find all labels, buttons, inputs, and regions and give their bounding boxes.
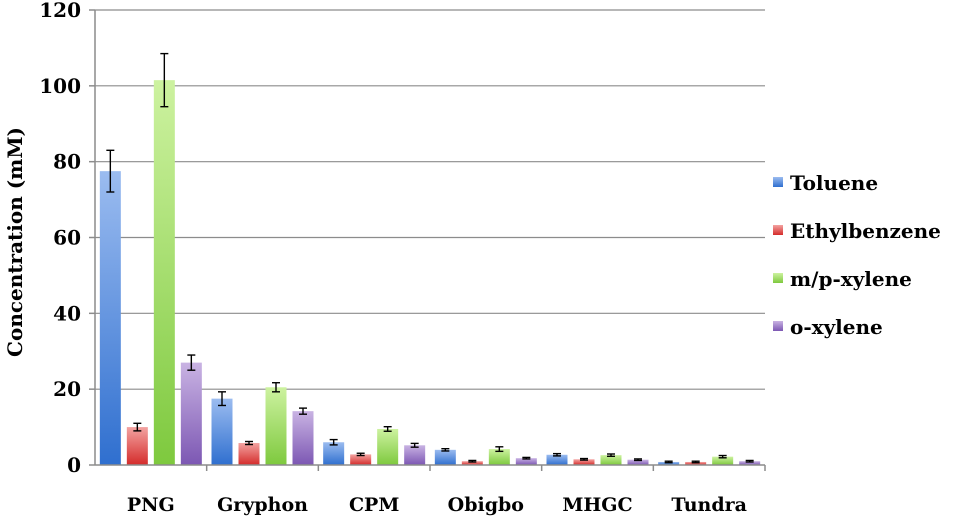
x-tick-label: CPM [349,494,399,516]
error-bar [745,459,754,463]
y-axis-label: Concentration (mM) [3,127,27,357]
error-bar [272,382,280,393]
bar-ethylbenzene-png [126,427,148,465]
x-tick-label: MHGC [562,494,632,516]
y-tick-label: 120 [39,0,81,22]
error-bar [441,447,450,452]
axes: 0 20 40 60 80 100 120 PNG Gryphon CPM Obigbo MHGC Tu… [39,0,766,516]
legend-swatch [773,177,783,187]
legend-item: m/p-xylene [773,267,912,291]
y-tick-label: 80 [53,150,81,174]
error-bar [522,456,531,460]
error-bar [607,453,615,457]
bar-ethylbenzene-gryphon [238,443,260,465]
bar-ethylbenzene-cpm [350,454,372,465]
error-bar [245,440,253,446]
bar-o-xylene-gryphon [292,411,314,465]
error-bar [218,391,226,407]
bar-ethylbenzene-obigbo [461,461,483,465]
error-bar [718,454,727,459]
error-bar [329,438,338,446]
error-bar [187,354,196,371]
bar-o-xylene-png [180,362,202,465]
legend-swatch [773,225,783,235]
legend-label: Toluene [790,171,878,195]
bar-o-xylene-cpm [404,445,426,465]
gridlines [95,9,765,390]
legend-label: m/p-xylene [790,267,912,291]
error-bar [383,426,392,432]
bar-ethylbenzene-mhgc [573,459,595,465]
legend-label: Ethylbenzene [790,219,941,243]
y-tick-label: 60 [53,226,81,250]
x-tick-label: PNG [127,494,175,516]
error-bar [299,407,307,415]
error-bar [664,460,673,464]
y-tick-label: 20 [53,377,81,401]
error-bar [553,452,561,457]
bar-ethylbenzene-tundra [685,461,707,465]
bar-m-p-xylene-png [153,80,175,465]
legend-item: o-xylene [773,315,883,339]
bar-toluene-obigbo [434,449,456,465]
error-bar [106,149,115,193]
y-tick-label: 40 [53,301,81,325]
legend-item: Toluene [773,171,878,195]
legend-swatch [773,321,783,331]
bar-toluene-gryphon [211,398,233,465]
error-bars [106,52,754,464]
bar-m-p-xylene-obigbo [488,449,510,465]
x-tick-label: Tundra [671,494,747,516]
bars [99,80,761,466]
error-bar [133,422,142,432]
error-bar [634,458,642,462]
y-tick-label: 100 [39,74,81,98]
bar-o-xylene-obigbo [515,458,537,465]
error-bar [691,460,700,464]
x-tick-label: Gryphon [217,494,308,516]
bar-toluene-cpm [323,442,345,465]
bar-m-p-xylene-tundra [712,456,734,465]
bar-toluene-png [99,171,121,466]
error-bar [356,452,365,457]
y-tick-label: 0 [67,453,81,477]
error-bar [468,459,477,463]
error-bar [495,446,504,453]
bar-toluene-mhgc [546,454,568,465]
bar-m-p-xylene-mhgc [600,455,622,465]
bar-o-xylene-mhgc [627,459,649,465]
legend-swatch [773,273,783,283]
legend-item: Ethylbenzene [773,219,941,243]
legend: Toluene Ethylbenzene m/p-xylene o-xylene [773,171,941,339]
error-bar [160,52,169,108]
bar-m-p-xylene-gryphon [265,387,287,465]
bar-toluene-tundra [658,461,680,465]
x-tick-label: Obigbo [448,494,524,516]
error-bar [580,457,588,461]
bar-m-p-xylene-cpm [377,428,399,465]
bar-o-xylene-tundra [739,461,761,465]
legend-label: o-xylene [790,315,883,339]
error-bar [410,442,419,448]
